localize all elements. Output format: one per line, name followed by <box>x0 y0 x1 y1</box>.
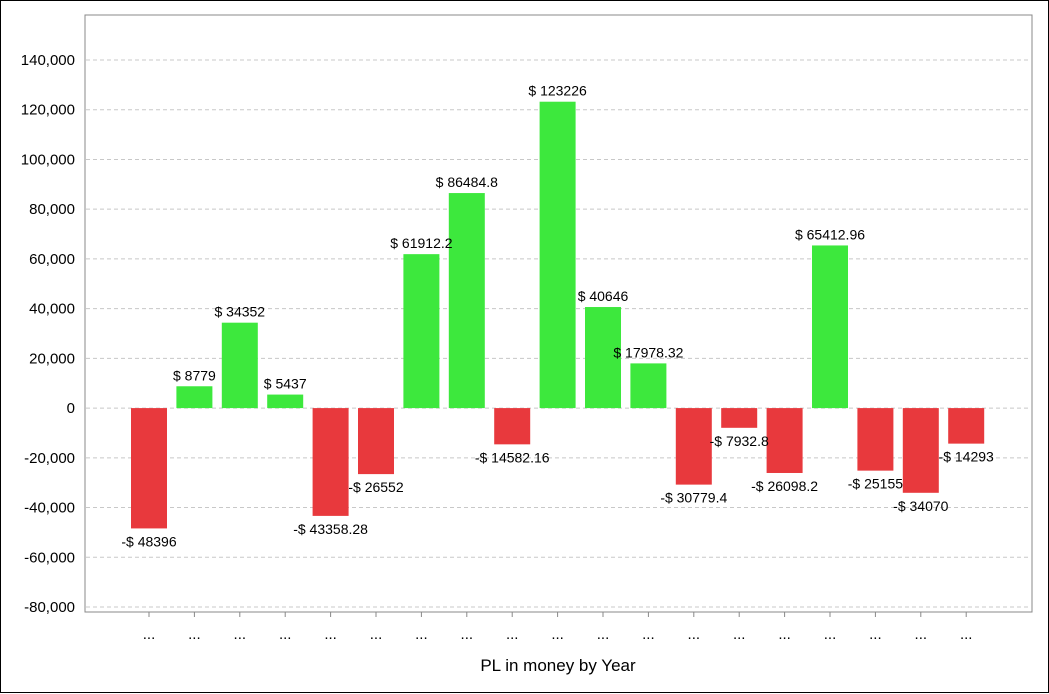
bar[interactable] <box>494 408 531 445</box>
x-tick-label: ... <box>234 626 247 643</box>
x-tick-label: ... <box>824 626 837 643</box>
x-tick-label: ... <box>461 626 474 643</box>
x-axis-title: PL in money by Year <box>480 656 636 675</box>
y-tick-label: -80,000 <box>24 599 75 616</box>
y-tick-label: 20,000 <box>29 350 75 367</box>
bar[interactable] <box>812 245 848 409</box>
x-tick-label: ... <box>188 626 201 643</box>
x-tick-label: ... <box>415 626 428 643</box>
data-label: -$ 34070 <box>893 498 948 514</box>
y-tick-label: -40,000 <box>24 500 75 517</box>
y-tick-label: 120,000 <box>21 102 75 119</box>
bar[interactable] <box>267 394 304 409</box>
bar[interactable] <box>585 307 621 409</box>
data-label: $ 17978.32 <box>613 344 683 360</box>
bars-layer <box>131 101 985 529</box>
y-tick-label: -60,000 <box>24 549 75 566</box>
data-label: -$ 43358.28 <box>293 521 368 537</box>
data-label: $ 86484.8 <box>436 174 498 190</box>
data-label: $ 34352 <box>214 304 265 320</box>
x-tick-label: ... <box>688 626 701 643</box>
bar[interactable] <box>857 408 894 471</box>
bar[interactable] <box>675 408 712 485</box>
x-tick-label: ... <box>915 626 928 643</box>
y-tick-label: -20,000 <box>24 450 75 467</box>
x-tick-label: ... <box>597 626 610 643</box>
x-tick-label: ... <box>778 626 791 643</box>
bar[interactable] <box>176 386 213 409</box>
y-axis-ticks: 140,000 120,000 100,000 80,000 60,000 40,000 2… <box>21 52 75 616</box>
x-tick-label: ... <box>642 626 655 643</box>
x-tick-label: ... <box>324 626 337 643</box>
x-tick-label: ... <box>370 626 383 643</box>
bar[interactable] <box>131 408 167 529</box>
bar[interactable] <box>766 408 803 473</box>
y-tick-label: 60,000 <box>29 251 75 268</box>
y-tick-label: 100,000 <box>21 151 75 168</box>
bar[interactable] <box>948 408 985 444</box>
data-label: -$ 26552 <box>348 479 403 495</box>
y-tick-label: 140,000 <box>21 52 75 69</box>
x-axis-ticks: ........................................… <box>143 612 973 643</box>
bar[interactable] <box>221 322 258 409</box>
data-label: $ 40646 <box>578 288 629 304</box>
data-label: -$ 14293 <box>939 449 994 465</box>
x-tick-label: ... <box>551 626 564 643</box>
y-tick-label: 40,000 <box>29 301 75 318</box>
data-label: -$ 26098.2 <box>751 478 818 494</box>
data-label: -$ 25155 <box>848 476 903 492</box>
y-tick-label: 80,000 <box>29 201 75 218</box>
data-label: $ 61912.2 <box>390 235 452 251</box>
x-tick-label: ... <box>733 626 746 643</box>
bar[interactable] <box>448 193 485 409</box>
data-label: $ 65412.96 <box>795 226 865 242</box>
data-label: -$ 48396 <box>121 533 176 549</box>
grid-layer <box>86 59 1031 608</box>
bar[interactable] <box>721 408 758 428</box>
data-label: $ 8779 <box>173 367 216 383</box>
x-tick-label: ... <box>869 626 882 643</box>
bar[interactable] <box>539 101 576 409</box>
data-labels-layer: -$ 48396 $ 8779 $ 34352 $ 5437 -$ 43358.28 -$… <box>121 83 994 550</box>
x-tick-label: ... <box>506 626 519 643</box>
bar[interactable] <box>902 408 939 493</box>
data-label: -$ 7932.8 <box>710 433 769 449</box>
data-label: -$ 30779.4 <box>660 490 727 506</box>
data-label: -$ 14582.16 <box>475 449 550 465</box>
data-label: $ 123226 <box>528 83 587 99</box>
y-tick-label: 0 <box>67 400 75 417</box>
x-tick-label: ... <box>960 626 973 643</box>
bar[interactable] <box>312 408 349 516</box>
data-label: $ 5437 <box>264 376 307 392</box>
bar[interactable] <box>403 254 440 409</box>
bar[interactable] <box>630 363 667 409</box>
bar[interactable] <box>358 408 394 475</box>
x-tick-label: ... <box>143 626 156 643</box>
x-tick-label: ... <box>279 626 292 643</box>
